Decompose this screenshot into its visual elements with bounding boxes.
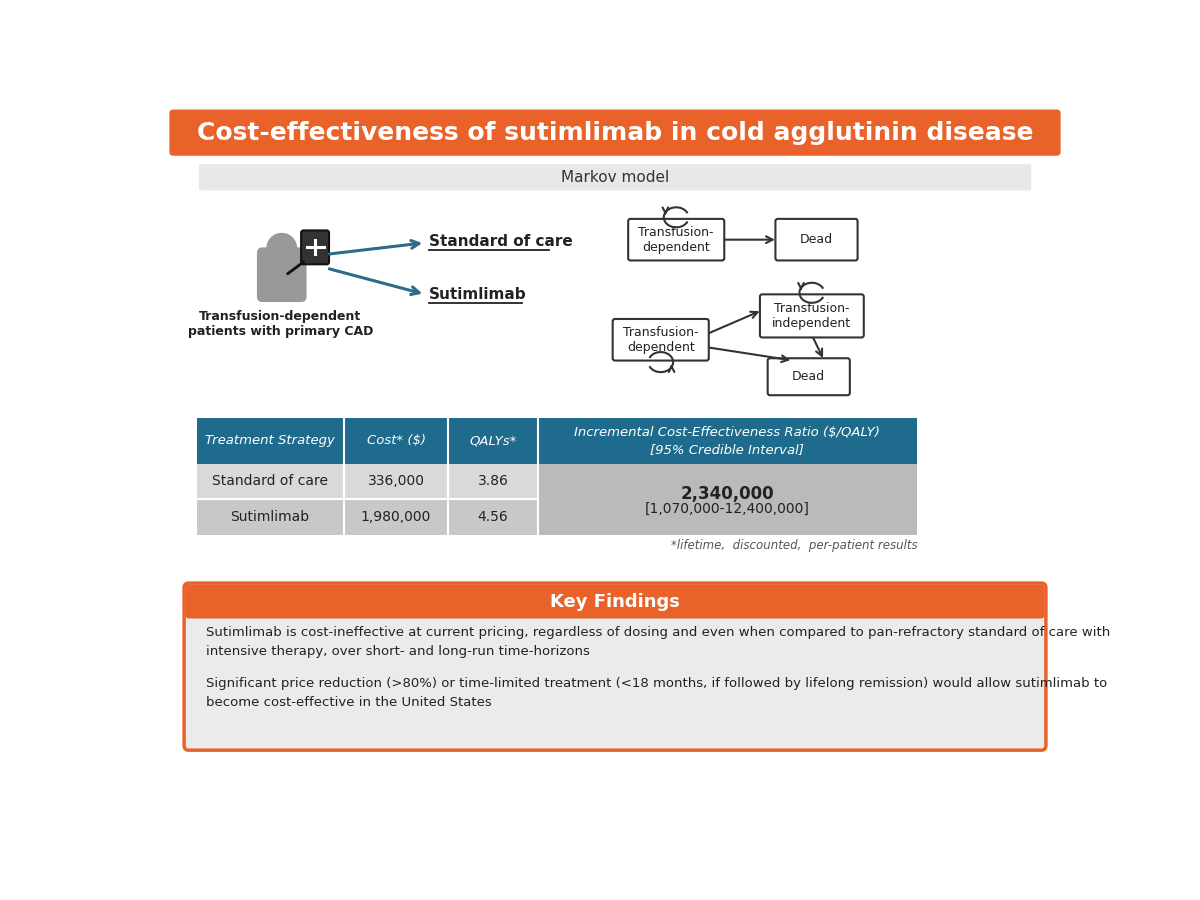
Text: 1,980,000: 1,980,000 (361, 510, 431, 524)
FancyBboxPatch shape (197, 500, 917, 535)
FancyBboxPatch shape (613, 319, 709, 361)
Text: Transfusion-
dependent: Transfusion- dependent (623, 326, 698, 354)
Text: Dead: Dead (792, 370, 826, 383)
FancyBboxPatch shape (301, 230, 329, 265)
Text: Cost-effectiveness of sutimlimab in cold agglutinin disease: Cost-effectiveness of sutimlimab in cold… (197, 121, 1033, 145)
Text: Standard of care: Standard of care (430, 235, 572, 249)
Circle shape (268, 233, 296, 263)
Text: [1,070,000-12,400,000]: [1,070,000-12,400,000] (644, 501, 810, 516)
FancyBboxPatch shape (169, 110, 1061, 156)
Text: Sutimlimab: Sutimlimab (230, 510, 310, 524)
Text: Sutimlimab: Sutimlimab (430, 287, 527, 302)
FancyBboxPatch shape (197, 464, 917, 500)
Text: Significant price reduction (>80%) or time-limited treatment (<18 months, if fol: Significant price reduction (>80%) or ti… (206, 677, 1108, 708)
Text: 3.86: 3.86 (478, 474, 509, 489)
FancyBboxPatch shape (760, 294, 864, 338)
FancyBboxPatch shape (768, 358, 850, 395)
Text: Dead: Dead (800, 233, 833, 247)
Text: Transfusion-
dependent: Transfusion- dependent (638, 226, 714, 254)
Text: Transfusion-
independent: Transfusion- independent (773, 302, 852, 330)
Text: 4.56: 4.56 (478, 510, 509, 524)
Text: Incremental Cost-Effectiveness Ratio ($/QALY)
[95% Credible Interval]: Incremental Cost-Effectiveness Ratio ($/… (575, 426, 881, 455)
Text: Cost* ($): Cost* ($) (366, 434, 426, 447)
FancyBboxPatch shape (184, 583, 1046, 751)
FancyBboxPatch shape (199, 164, 1031, 191)
FancyBboxPatch shape (538, 464, 917, 535)
Text: QALYs*: QALYs* (469, 434, 516, 447)
Text: Sutimlimab is cost-ineffective at current pricing, regardless of dosing and even: Sutimlimab is cost-ineffective at curren… (206, 626, 1110, 658)
Text: Markov model: Markov model (560, 170, 670, 184)
FancyBboxPatch shape (775, 219, 858, 260)
Text: Treatment Strategy: Treatment Strategy (205, 434, 335, 447)
Text: Standard of care: Standard of care (212, 474, 328, 489)
FancyBboxPatch shape (628, 219, 725, 260)
Text: *lifetime,  discounted,  per-patient results: *lifetime, discounted, per-patient resul… (671, 539, 917, 553)
Text: Key Findings: Key Findings (550, 592, 680, 610)
FancyBboxPatch shape (186, 585, 1044, 618)
FancyBboxPatch shape (257, 248, 306, 302)
Text: 336,000: 336,000 (367, 474, 425, 489)
Text: Transfusion-dependent
patients with primary CAD: Transfusion-dependent patients with prim… (187, 310, 373, 338)
FancyBboxPatch shape (197, 418, 917, 464)
Text: 2,340,000: 2,340,000 (680, 485, 774, 503)
